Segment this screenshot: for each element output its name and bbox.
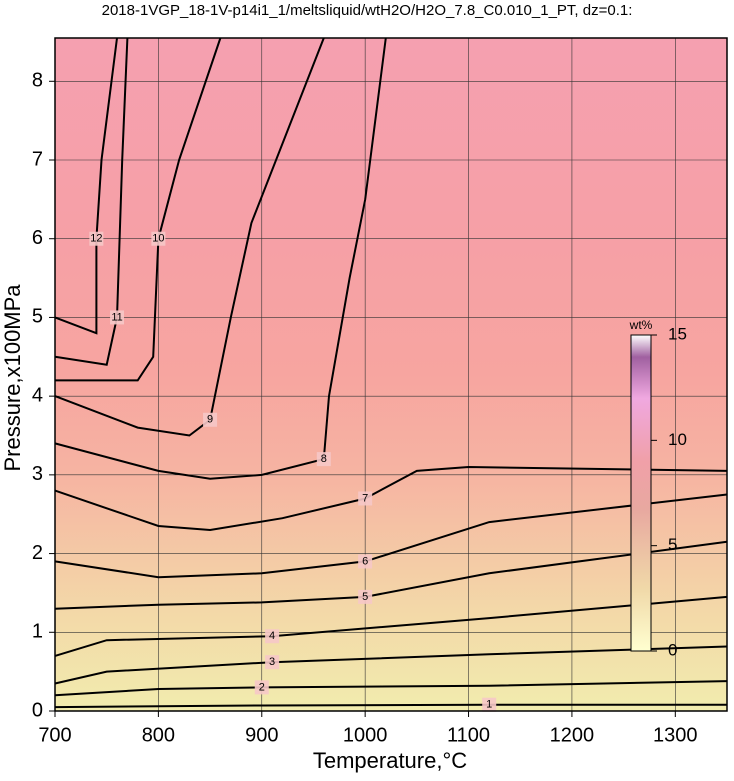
contour-label-bg <box>203 412 218 427</box>
colorbar-label: wt% <box>629 318 653 332</box>
contour-label: 1 <box>486 699 492 711</box>
contour-label-bg <box>265 629 280 644</box>
contour-label: 5 <box>362 591 368 603</box>
y-tick-label: 5 <box>32 306 43 328</box>
y-tick-label: 2 <box>32 542 43 564</box>
x-tick-label: 800 <box>142 724 175 746</box>
contour-label: 7 <box>362 492 368 504</box>
contour-label-bg <box>110 310 125 325</box>
y-tick-label: 7 <box>32 148 43 170</box>
colorbar-tick-label: 10 <box>668 430 687 449</box>
contour-label-bg <box>265 655 280 670</box>
contour-label: 8 <box>321 453 327 465</box>
x-axis-label: Temperature,°C <box>313 748 467 773</box>
colorbar-tick-label: 0 <box>668 640 677 659</box>
y-tick-label: 6 <box>32 227 43 249</box>
contour-label-bg <box>151 231 166 246</box>
y-tick-label: 0 <box>32 699 43 721</box>
contour-label: 2 <box>259 681 265 693</box>
contour-label-bg <box>358 554 373 569</box>
contour-line <box>54 540 728 610</box>
contour-line <box>54 465 728 532</box>
contour-label-bg <box>316 452 331 467</box>
x-tick-label: 700 <box>38 724 71 746</box>
contour-label-bg <box>358 589 373 604</box>
x-tick-label: 1200 <box>550 724 595 746</box>
contour-line <box>54 703 727 709</box>
contour-label: 3 <box>269 656 275 668</box>
contour-line <box>54 493 728 579</box>
contour-label: 10 <box>152 233 164 245</box>
y-axis-label: Pressure,x100MPa <box>0 284 25 472</box>
contour-label-bg <box>482 697 497 712</box>
y-tick-label: 8 <box>32 70 43 92</box>
colorbar-tick-label: 5 <box>668 535 677 554</box>
plot-frame <box>54 37 728 712</box>
contour-label-bg <box>89 231 104 246</box>
y-tick-label: 3 <box>32 463 43 485</box>
contour-label: 11 <box>111 311 122 323</box>
contour-label: 9 <box>207 414 213 426</box>
contour-line <box>55 37 222 382</box>
contour-label: 4 <box>269 630 275 642</box>
contour-label: 6 <box>362 555 368 567</box>
colorbar-tick-label: 15 <box>668 324 687 343</box>
y-tick-label: 4 <box>32 384 43 406</box>
chart-title: 2018-1VGP_18-1V-p14i1_1/meltsliquid/wtH2… <box>102 2 633 19</box>
contour-label-bg <box>254 680 269 695</box>
x-tick-label: 900 <box>245 724 278 746</box>
x-tick-label: 1100 <box>447 724 490 746</box>
y-tick-label: 1 <box>32 621 43 643</box>
x-tick-label: 1000 <box>343 724 388 746</box>
contour-label-bg <box>358 491 373 506</box>
contour-label: 12 <box>90 233 102 245</box>
colorbar <box>630 334 652 652</box>
x-tick-label: 1300 <box>653 724 698 746</box>
plot-background <box>55 38 727 711</box>
